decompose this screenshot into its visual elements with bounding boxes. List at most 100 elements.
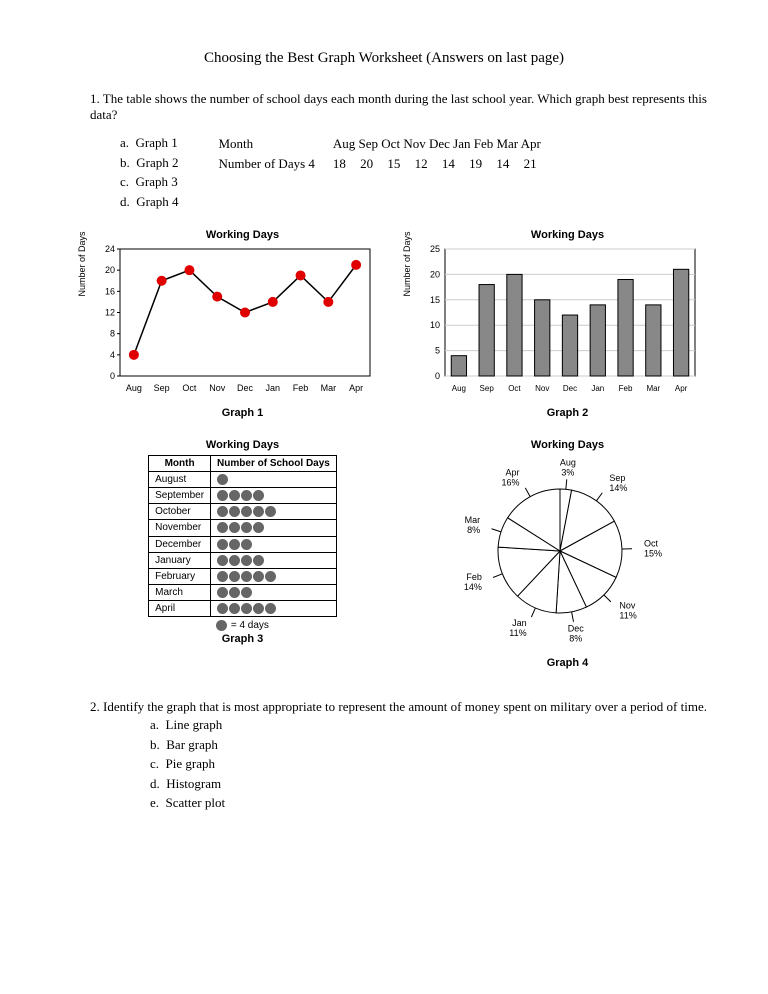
dot-icon — [265, 506, 276, 517]
graph3-title: Working Days — [90, 439, 395, 451]
dot-icon — [241, 490, 252, 501]
q2-option: d. Histogram — [150, 774, 708, 794]
dot-icon — [241, 539, 252, 550]
svg-text:Mar: Mar — [465, 515, 481, 525]
graph-1: Working Days Number of Days 04812162024A… — [90, 229, 395, 419]
question-1: 1. The table shows the number of school … — [90, 91, 708, 123]
table-row: April — [149, 601, 337, 617]
dot-icon — [229, 539, 240, 550]
svg-text:16%: 16% — [502, 477, 520, 487]
svg-text:8: 8 — [110, 329, 115, 339]
q1-option: b. Graph 2 — [120, 153, 179, 173]
dot-icon — [229, 522, 240, 533]
q2-option: e. Scatter plot — [150, 793, 708, 813]
q2-option: c. Pie graph — [150, 754, 708, 774]
svg-text:Mar: Mar — [646, 384, 660, 393]
dot-icon — [217, 571, 228, 582]
dot-legend-text: = 4 days — [231, 620, 269, 631]
days-first: 4 — [308, 156, 315, 171]
svg-text:25: 25 — [430, 244, 440, 254]
data-table: MonthAug Sep Oct Nov Dec Jan Feb Mar Apr… — [209, 133, 558, 175]
dot-icon — [217, 474, 228, 485]
dot-icon — [229, 490, 240, 501]
svg-text:4: 4 — [110, 350, 115, 360]
dot-col2: Number of School Days — [211, 456, 337, 472]
table-row: August — [149, 472, 337, 488]
svg-text:Apr: Apr — [506, 467, 520, 477]
dot-icon — [241, 587, 252, 598]
table-row: October — [149, 504, 337, 520]
months-row: Aug Sep Oct Nov Dec Jan Feb Mar Apr — [325, 135, 556, 153]
q2-number: 2. — [90, 699, 100, 714]
svg-text:12: 12 — [105, 308, 115, 318]
svg-text:14%: 14% — [609, 483, 627, 493]
svg-text:Dec: Dec — [568, 624, 585, 634]
q1-option-list: a. Graph 1b. Graph 2c. Graph 3d. Graph 4 — [120, 133, 179, 211]
dot-icon — [229, 506, 240, 517]
svg-text:16: 16 — [105, 286, 115, 296]
graph-3: Working Days MonthNumber of School Days … — [90, 439, 395, 669]
svg-text:20: 20 — [105, 265, 115, 275]
svg-text:Mar: Mar — [321, 383, 337, 393]
days-row: 18 20 15 12 14 19 14 21 — [325, 155, 556, 173]
svg-text:11%: 11% — [509, 628, 526, 638]
svg-text:Jan: Jan — [591, 384, 604, 393]
dot-icon — [253, 506, 264, 517]
svg-text:Sep: Sep — [609, 473, 625, 483]
dot-icon — [217, 603, 228, 614]
svg-text:Aug: Aug — [560, 457, 576, 467]
svg-text:Dec: Dec — [563, 384, 577, 393]
dot-icon — [241, 506, 252, 517]
dot-icon — [265, 571, 276, 582]
svg-text:Oct: Oct — [182, 383, 197, 393]
dot-icon — [217, 522, 228, 533]
svg-text:Sep: Sep — [154, 383, 170, 393]
svg-text:5: 5 — [435, 346, 440, 356]
table-row: December — [149, 536, 337, 552]
q1-option: c. Graph 3 — [120, 172, 179, 192]
graph1-label: Graph 1 — [90, 407, 395, 419]
q2-text: Identify the graph that is most appropri… — [103, 699, 707, 714]
q1-number: 1. — [90, 91, 100, 106]
graph3-label: Graph 3 — [90, 633, 395, 645]
svg-text:8%: 8% — [569, 634, 582, 644]
table-row: January — [149, 552, 337, 568]
dot-icon — [241, 571, 252, 582]
dot-icon — [253, 555, 264, 566]
dot-icon — [253, 571, 264, 582]
svg-text:Nov: Nov — [209, 383, 226, 393]
svg-text:24: 24 — [105, 244, 115, 254]
charts-grid: Working Days Number of Days 04812162024A… — [90, 229, 708, 669]
svg-text:Oct: Oct — [644, 538, 659, 548]
graph4-label: Graph 4 — [415, 657, 720, 669]
svg-text:14%: 14% — [464, 582, 482, 592]
graph-2: Working Days Number of Days 0510152025Au… — [415, 229, 720, 419]
table-header-month: Month — [211, 135, 323, 153]
svg-text:11%: 11% — [619, 610, 636, 620]
svg-text:8%: 8% — [467, 525, 480, 535]
q1-option: d. Graph 4 — [120, 192, 179, 212]
graph2-svg: 0510152025AugSepOctNovDecJanFebMarApr — [415, 241, 705, 401]
svg-text:Nov: Nov — [535, 384, 549, 393]
dot-icon — [253, 522, 264, 533]
svg-text:0: 0 — [435, 371, 440, 381]
table-header-days: Number of Days — [219, 156, 306, 171]
svg-text:10: 10 — [430, 320, 440, 330]
graph2-label: Graph 2 — [415, 407, 720, 419]
dot-icon — [217, 539, 228, 550]
svg-text:Aug: Aug — [452, 384, 466, 393]
dot-legend: = 4 days — [90, 620, 395, 631]
dot-table: MonthNumber of School Days AugustSeptemb… — [148, 455, 337, 617]
page-title: Choosing the Best Graph Worksheet (Answe… — [60, 50, 708, 67]
graph2-title: Working Days — [415, 229, 720, 241]
dot-icon — [217, 490, 228, 501]
dot-icon — [217, 506, 228, 517]
dot-icon — [265, 603, 276, 614]
q2-option-list: a. Line graphb. Bar graphc. Pie graphd. … — [150, 715, 708, 813]
svg-text:Jan: Jan — [512, 618, 527, 628]
graph1-ylabel: Number of Days — [77, 231, 87, 296]
graph1-svg: 04812162024AugSepOctNovDecJanFebMarApr — [90, 241, 380, 401]
dot-icon — [216, 620, 227, 631]
dot-icon — [241, 603, 252, 614]
q1-options-and-table: a. Graph 1b. Graph 2c. Graph 3d. Graph 4… — [120, 133, 708, 211]
